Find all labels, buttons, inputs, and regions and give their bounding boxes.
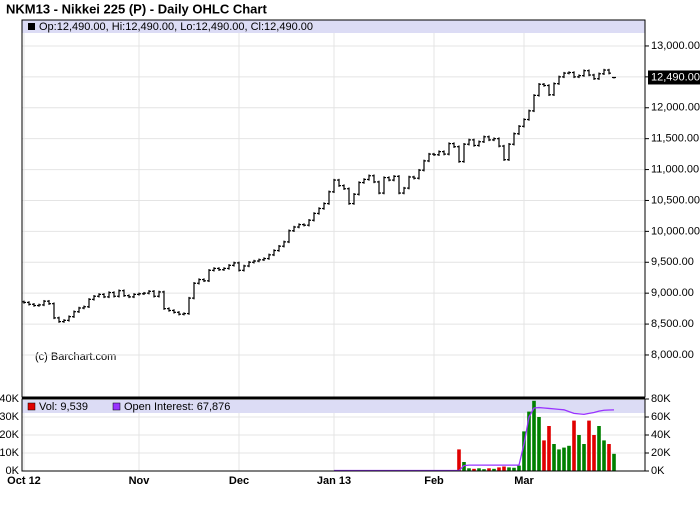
ohlc-readout: Op:12,490.00, Hi:12,490.00, Lo:12,490.00… (39, 21, 313, 33)
volume-bar (507, 467, 511, 471)
y-tick-label: 11,500.00 (651, 133, 699, 145)
volume-bar (502, 466, 506, 471)
volume-bar (537, 417, 541, 471)
y-tick-label: 9,500.00 (651, 256, 694, 268)
volume-bar (592, 435, 596, 471)
volume-bar (492, 468, 496, 471)
volume-bar (457, 449, 461, 471)
x-tick-label: Nov (129, 475, 151, 487)
y2-tick-label: 20K (651, 447, 671, 459)
volume-bar (557, 449, 561, 471)
volume-bar (577, 435, 581, 471)
volume-bar (562, 447, 566, 471)
volume-bar (472, 468, 476, 471)
x-tick-label: Dec (229, 475, 249, 487)
volume-bar (552, 444, 556, 471)
last-price-label: 12,490.00 (651, 71, 700, 83)
volume-bar (607, 444, 611, 471)
volume-bar (532, 400, 536, 471)
x-tick-label: Mar (514, 475, 534, 487)
legend-label: Open Interest: 67,876 (124, 401, 230, 413)
y2-tick-label: 0K (651, 465, 665, 477)
volume-bar (547, 426, 551, 471)
y-tick-label: 20K (0, 429, 20, 441)
volume-bar (602, 440, 606, 471)
volume-bar (512, 467, 516, 471)
y-tick-label: 10,000.00 (651, 225, 700, 237)
watermark: (c) Barchart.com (35, 351, 116, 363)
price-header (22, 20, 645, 33)
volume-bar (582, 444, 586, 471)
volume-bar (497, 467, 501, 471)
y-tick-label: 13,000.00 (651, 40, 700, 52)
volume-bar (587, 420, 591, 471)
y-tick-label: 10,500.00 (651, 194, 700, 206)
volume-bar (567, 445, 571, 471)
y-tick-label: 12,000.00 (651, 102, 700, 114)
y2-tick-label: 80K (651, 393, 671, 405)
y-tick-label: 40K (0, 393, 20, 405)
volume-header (22, 400, 645, 413)
y2-tick-label: 40K (651, 429, 671, 441)
x-tick-label: Oct 12 (7, 475, 41, 487)
volume-bar (612, 453, 616, 471)
volume-bar (482, 469, 486, 471)
y-tick-label: 9,000.00 (651, 287, 694, 299)
legend-label: Vol: 9,539 (39, 401, 88, 413)
y-tick-label: 0K (6, 465, 20, 477)
volume-bar (517, 465, 521, 471)
y-tick-label: 10K (0, 447, 20, 459)
volume-bar (467, 468, 471, 471)
y-tick-label: 8,000.00 (651, 349, 694, 361)
y-tick-label: 11,000.00 (651, 163, 699, 175)
volume-bar (522, 431, 526, 471)
volume-bar (487, 468, 491, 471)
volume-bar (597, 426, 601, 471)
volume-bar (527, 411, 531, 471)
y-tick-label: 8,500.00 (651, 318, 694, 330)
chart-title: NKM13 - Nikkei 225 (P) - Daily OHLC Char… (6, 1, 267, 16)
volume-bar (572, 420, 576, 471)
ohlc-legend-swatch (28, 23, 35, 30)
volume-bar (542, 440, 546, 471)
y-tick-label: 30K (0, 411, 20, 423)
x-tick-label: Jan 13 (317, 475, 351, 487)
volume-bar (477, 468, 481, 471)
x-tick-label: Feb (424, 475, 444, 487)
last-price-box (648, 70, 700, 85)
legend-swatch (112, 402, 121, 411)
y2-tick-label: 60K (651, 411, 671, 423)
legend-swatch (27, 402, 36, 411)
